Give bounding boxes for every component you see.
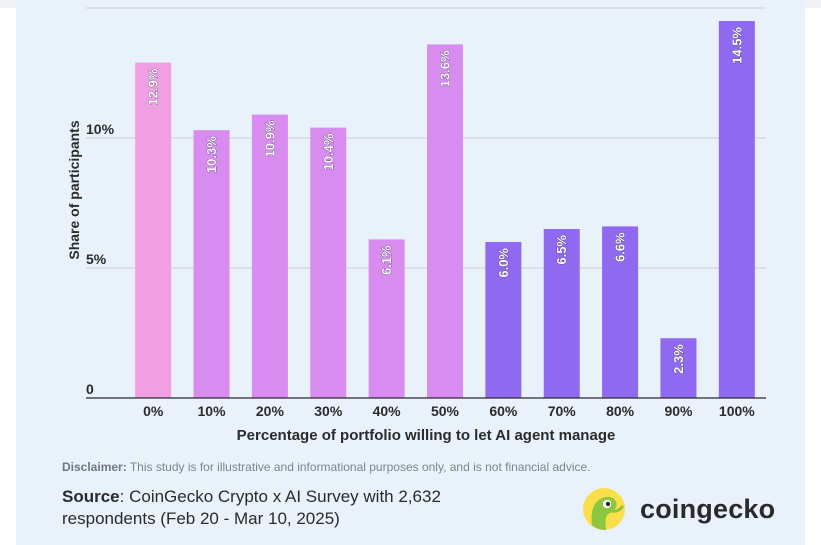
bar-value-label: 2.3% — [671, 344, 686, 374]
x-tick-label: 90% — [664, 403, 693, 419]
y-tick-label: 5% — [86, 251, 107, 267]
disclaimer-text: This study is for illustrative and infor… — [126, 460, 591, 474]
bar-value-label: 10.4% — [321, 133, 336, 170]
x-axis-label: Percentage of portfolio willing to let A… — [236, 427, 616, 444]
bar-value-label: 6.1% — [379, 245, 394, 275]
x-tick-label: 0% — [143, 403, 164, 419]
x-tick-label: 20% — [256, 403, 285, 419]
source-label: Source — [62, 487, 120, 506]
bar — [485, 242, 522, 398]
x-tick-label: 40% — [373, 403, 402, 419]
bar-value-label: 13.6% — [438, 50, 453, 87]
brand-logo: coingecko — [582, 487, 775, 531]
bar — [135, 62, 172, 398]
disclaimer-label: Disclaimer: — [62, 460, 127, 474]
gecko-logo-icon — [583, 488, 625, 530]
bar-value-label: 6.5% — [554, 235, 569, 265]
bar — [427, 44, 463, 399]
brand-name: coingecko — [640, 493, 776, 524]
x-tick-label: 10% — [198, 403, 227, 419]
bar — [660, 338, 697, 398]
x-tick-label: 100% — [719, 403, 755, 419]
bar-value-label: 10.3% — [204, 136, 219, 173]
bar — [543, 229, 580, 398]
disclaimer: Disclaimer: This study is for illustrati… — [62, 460, 591, 474]
y-tick-label: 10% — [86, 121, 115, 137]
bar-value-label: 10.9% — [262, 120, 277, 157]
bar-value-label: 14.5% — [729, 27, 744, 64]
source-text: : CoinGecko Crypto x AI Survey with 2,63… — [62, 487, 441, 528]
x-tick-label: 60% — [489, 403, 518, 419]
bar-value-label: 12.9% — [146, 68, 161, 105]
bar — [193, 130, 230, 398]
bar-value-label: 6.0% — [496, 248, 511, 278]
x-tick-label: 30% — [314, 403, 343, 419]
bar — [718, 21, 755, 398]
source-note: Source: CoinGecko Crypto x AI Survey wit… — [62, 486, 532, 530]
y-tick-label: 0 — [86, 381, 94, 397]
x-tick-label: 80% — [606, 403, 635, 419]
bar — [368, 239, 405, 398]
x-tick-label: 70% — [548, 403, 577, 419]
bar — [310, 127, 347, 398]
x-tick-label: 50% — [431, 403, 460, 419]
bar-value-label: 6.6% — [613, 232, 628, 262]
bar — [602, 226, 639, 398]
bar — [251, 114, 288, 398]
y-axis-label: Share of participants — [66, 120, 82, 260]
